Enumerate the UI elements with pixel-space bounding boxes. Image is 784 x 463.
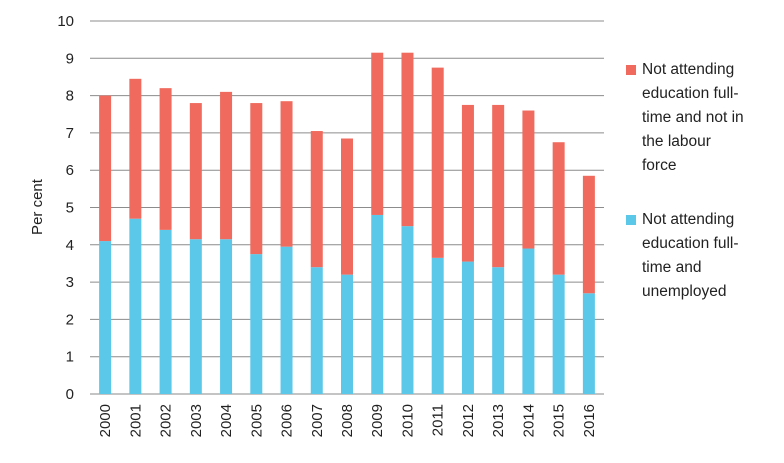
bar-unemployed	[431, 257, 444, 394]
y-tick-label: 6	[66, 162, 74, 179]
bar-not-in-labour-force	[401, 52, 414, 227]
bar-unemployed	[129, 218, 142, 394]
x-tick-label: 2014	[520, 404, 537, 437]
legend-label-line: time and not in	[642, 109, 744, 126]
x-tick-label: 2002	[158, 404, 175, 437]
bar-not-in-labour-force	[582, 175, 595, 294]
bar-not-in-labour-force	[280, 101, 293, 247]
x-tick-label: 2010	[399, 404, 416, 437]
bar-not-in-labour-force	[159, 88, 172, 230]
y-tick-label: 8	[66, 88, 74, 105]
bar-not-in-labour-force	[522, 110, 535, 249]
bar-unemployed	[552, 274, 565, 394]
bar-not-in-labour-force	[189, 103, 202, 240]
bar-not-in-labour-force	[461, 104, 474, 262]
y-tick-label: 10	[57, 13, 74, 30]
x-tick-label: 2007	[309, 404, 326, 437]
y-tick-label: 0	[66, 386, 74, 403]
bar-not-in-labour-force	[341, 138, 353, 275]
legend-item-unemployed: Not attending education full-time and unem…	[626, 208, 776, 304]
bar-not-in-labour-force	[431, 67, 444, 258]
bar-unemployed	[341, 274, 353, 394]
y-tick-label: 4	[66, 237, 74, 254]
bar-unemployed	[582, 293, 595, 394]
legend-label-line: unemployed	[642, 283, 727, 300]
bar-not-in-labour-force	[371, 52, 384, 215]
bar-unemployed	[220, 239, 233, 394]
legend-label: Not attending education full-time and unem…	[642, 208, 776, 304]
legend: Not attending education full-time and not…	[626, 58, 776, 304]
x-tick-label: 2008	[339, 404, 356, 437]
y-axis-label: Per cent	[29, 178, 46, 235]
bars	[99, 52, 595, 394]
legend-label-line: education full-	[642, 235, 739, 252]
x-tick-label: 2015	[551, 404, 568, 437]
y-tick-label: 5	[66, 200, 74, 217]
legend-label: Not attending education full-time and not…	[642, 58, 776, 178]
x-tick-label: 2011	[430, 404, 447, 436]
bar-unemployed	[159, 229, 172, 394]
legend-label-line: Not attending	[642, 211, 735, 228]
bar-not-in-labour-force	[310, 131, 323, 268]
legend-item-not-in-labour-force: Not attending education full-time and not…	[626, 58, 776, 178]
legend-swatch	[626, 215, 636, 225]
bar-unemployed	[99, 241, 112, 394]
bar-unemployed	[461, 261, 474, 394]
bar-not-in-labour-force	[250, 103, 263, 255]
legend-label-line: education full-	[642, 85, 739, 102]
y-axis-ticks: 0 1 2 3 4 5 6 7 8 9 10	[57, 13, 74, 403]
y-tick-label: 7	[66, 125, 74, 142]
bar-unemployed	[280, 246, 293, 394]
bar-unemployed	[401, 226, 414, 394]
x-tick-label: 2006	[279, 404, 296, 437]
bar-unemployed	[250, 254, 263, 394]
legend-label-line: time and	[642, 259, 702, 276]
legend-label-line: Not attending	[642, 61, 735, 78]
x-tick-label: 2001	[127, 404, 144, 437]
x-axis-ticks: 2000 2001 2002 2003 2004 2005 2006 2007 2008 2009…	[97, 404, 598, 437]
y-tick-label: 3	[66, 274, 74, 291]
x-tick-label: 2000	[97, 404, 114, 437]
legend-label-line: force	[642, 157, 677, 174]
x-tick-label: 2004	[218, 404, 235, 437]
bar-unemployed	[371, 214, 384, 394]
bar-not-in-labour-force	[99, 95, 112, 242]
bar-unemployed	[189, 239, 202, 394]
bar-unemployed	[492, 267, 505, 394]
legend-label-line: the labour	[642, 133, 711, 150]
bar-unemployed	[522, 248, 535, 394]
bar-unemployed	[310, 267, 323, 394]
bar-not-in-labour-force	[492, 104, 505, 268]
y-tick-label: 9	[66, 50, 74, 67]
x-tick-label: 2016	[581, 404, 598, 437]
bar-not-in-labour-force	[552, 142, 565, 275]
y-tick-label: 1	[66, 349, 74, 366]
legend-swatch	[626, 65, 636, 75]
y-tick-label: 2	[66, 311, 74, 328]
x-tick-label: 2013	[490, 404, 507, 437]
bar-not-in-labour-force	[220, 91, 233, 240]
x-tick-label: 2005	[248, 404, 265, 437]
x-tick-label: 2012	[460, 404, 477, 437]
bar-not-in-labour-force	[129, 78, 142, 219]
x-tick-label: 2003	[188, 404, 205, 437]
x-tick-label: 2009	[369, 404, 386, 437]
